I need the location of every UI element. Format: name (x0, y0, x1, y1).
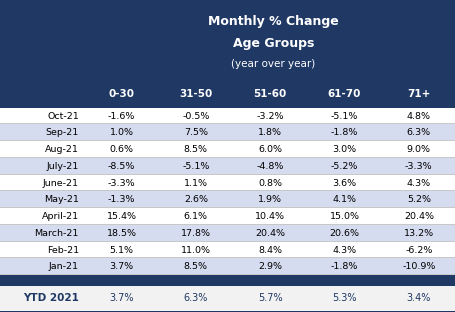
Text: 20.6%: 20.6% (329, 229, 359, 238)
Bar (0, 192, 455, 208)
Bar (0, 257, 455, 258)
Text: 31-50: 31-50 (179, 89, 212, 99)
Text: 8.4%: 8.4% (258, 246, 282, 255)
Bar (0, 157, 455, 158)
Text: -1.8%: -1.8% (330, 128, 358, 137)
Text: -10.9%: -10.9% (401, 262, 435, 271)
Text: 20.4%: 20.4% (255, 229, 284, 238)
Text: 2.6%: 2.6% (183, 195, 207, 204)
Text: Aug-21: Aug-21 (45, 145, 79, 154)
Text: 1.8%: 1.8% (258, 128, 282, 137)
Text: Feb-21: Feb-21 (47, 246, 79, 255)
Bar (0, 311, 455, 312)
Text: 0-30: 0-30 (108, 89, 134, 99)
Text: March-21: March-21 (35, 229, 79, 238)
Text: 4.3%: 4.3% (406, 178, 430, 188)
Bar (0, 190, 455, 191)
Text: 5.7%: 5.7% (257, 293, 282, 303)
Bar (0, 108, 455, 124)
Text: (year over year): (year over year) (231, 59, 315, 69)
Text: -1.3%: -1.3% (107, 195, 135, 204)
Text: 17.8%: 17.8% (181, 229, 210, 238)
Text: June-21: June-21 (43, 178, 79, 188)
Text: -5.1%: -5.1% (330, 111, 358, 120)
Text: 71+: 71+ (406, 89, 430, 99)
Text: YTD 2021: YTD 2021 (23, 293, 79, 303)
Text: 10.4%: 10.4% (255, 212, 284, 221)
Bar (0, 174, 455, 175)
Text: -1.6%: -1.6% (107, 111, 135, 120)
Text: 2.9%: 2.9% (258, 262, 282, 271)
Text: 6.0%: 6.0% (258, 145, 282, 154)
Text: -5.1%: -5.1% (182, 162, 209, 171)
Text: 6.3%: 6.3% (183, 293, 207, 303)
Bar (0, 241, 455, 242)
Bar (0, 140, 455, 141)
Text: 15.4%: 15.4% (106, 212, 136, 221)
Text: -3.2%: -3.2% (256, 111, 283, 120)
Bar (0, 285, 455, 312)
Text: 0.6%: 0.6% (109, 145, 133, 154)
Text: 61-70: 61-70 (327, 89, 360, 99)
Bar (0, 208, 455, 225)
Bar (0, 242, 455, 258)
Text: 5.2%: 5.2% (406, 195, 430, 204)
Bar (0, 285, 455, 286)
Text: 8.5%: 8.5% (183, 145, 207, 154)
Text: 13.2%: 13.2% (403, 229, 433, 238)
Text: 3.7%: 3.7% (109, 262, 133, 271)
Text: 8.5%: 8.5% (183, 262, 207, 271)
Text: 15.0%: 15.0% (329, 212, 359, 221)
Text: 4.1%: 4.1% (332, 195, 356, 204)
Text: 3.4%: 3.4% (406, 293, 430, 303)
Bar (0, 274, 455, 275)
Text: -0.5%: -0.5% (182, 111, 209, 120)
Text: 3.6%: 3.6% (332, 178, 356, 188)
Bar (0, 207, 455, 208)
Text: 1.0%: 1.0% (109, 128, 133, 137)
Text: -1.8%: -1.8% (330, 262, 358, 271)
Text: Oct-21: Oct-21 (47, 111, 79, 120)
Text: 51-60: 51-60 (253, 89, 286, 99)
Text: 6.3%: 6.3% (406, 128, 430, 137)
Text: April-21: April-21 (42, 212, 79, 221)
Text: 3.0%: 3.0% (332, 145, 356, 154)
Text: 6.1%: 6.1% (183, 212, 207, 221)
Bar (0, 275, 455, 285)
Text: 5.1%: 5.1% (109, 246, 133, 255)
Bar (0, 0, 455, 80)
Text: 11.0%: 11.0% (181, 246, 210, 255)
Text: 4.8%: 4.8% (406, 111, 430, 120)
Bar (0, 80, 455, 108)
Text: -3.3%: -3.3% (107, 178, 135, 188)
Bar (0, 224, 455, 225)
Text: 1.1%: 1.1% (183, 178, 207, 188)
Text: -4.8%: -4.8% (256, 162, 283, 171)
Bar (0, 175, 455, 191)
Text: July-21: July-21 (46, 162, 79, 171)
Text: 3.7%: 3.7% (109, 293, 133, 303)
Text: -5.2%: -5.2% (330, 162, 358, 171)
Text: 18.5%: 18.5% (106, 229, 136, 238)
Text: 9.0%: 9.0% (406, 145, 430, 154)
Text: 7.5%: 7.5% (183, 128, 207, 137)
Text: 5.3%: 5.3% (332, 293, 356, 303)
Text: -6.2%: -6.2% (404, 246, 432, 255)
Text: 1.9%: 1.9% (258, 195, 282, 204)
Text: Jan-21: Jan-21 (49, 262, 79, 271)
Text: 0.8%: 0.8% (258, 178, 282, 188)
Text: -8.5%: -8.5% (107, 162, 135, 171)
Bar (0, 258, 455, 275)
Bar (0, 158, 455, 175)
Text: Age Groups: Age Groups (233, 37, 313, 50)
Text: 4.3%: 4.3% (332, 246, 356, 255)
Bar (0, 141, 455, 158)
Text: Sep-21: Sep-21 (46, 128, 79, 137)
Text: -3.3%: -3.3% (404, 162, 432, 171)
Bar (0, 124, 455, 141)
Text: May-21: May-21 (44, 195, 79, 204)
Text: 20.4%: 20.4% (403, 212, 433, 221)
Text: Monthly % Change: Monthly % Change (208, 15, 338, 28)
Bar (0, 225, 455, 242)
